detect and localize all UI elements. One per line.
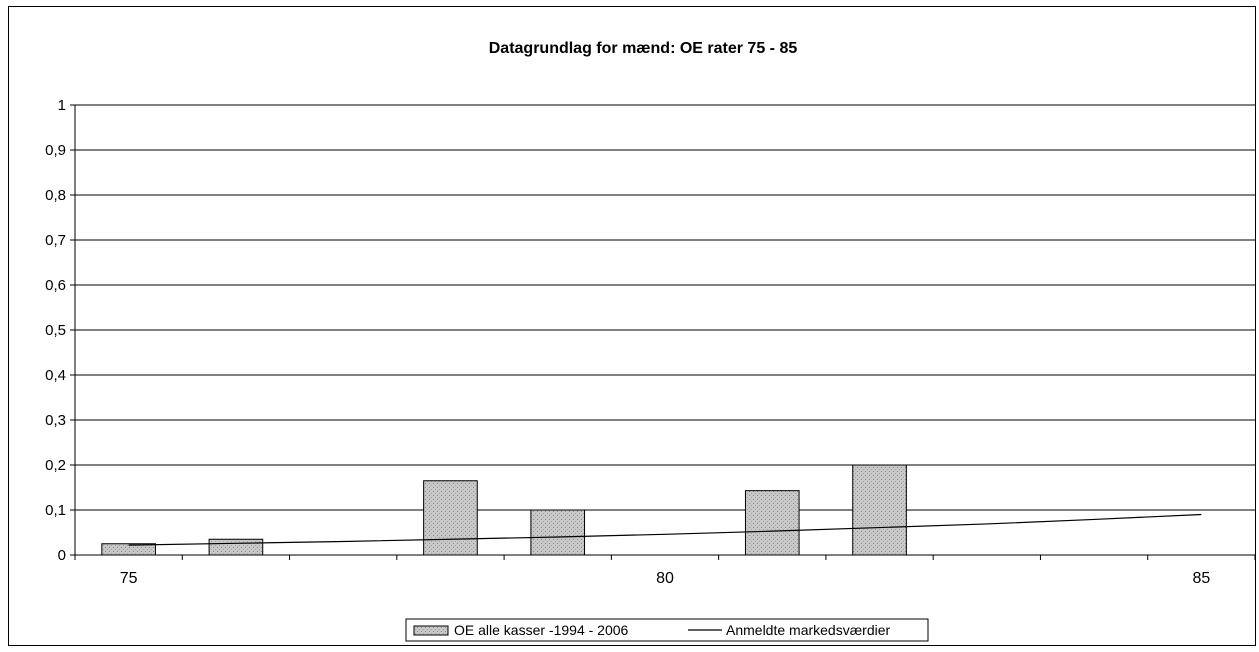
y-tick-label: 1 bbox=[58, 97, 66, 114]
bar bbox=[530, 509, 586, 556]
legend-box bbox=[405, 618, 929, 642]
x-tick-label: 85 bbox=[1192, 570, 1210, 587]
bar bbox=[744, 490, 800, 556]
y-tick-label: 0,6 bbox=[45, 277, 66, 294]
gridlines bbox=[75, 104, 1255, 511]
chart-svg: Datagrundlag for mænd: OE rater 75 - 85 … bbox=[45, 40, 1256, 642]
legend-label-bar: OE alle kasser -1994 - 2006 bbox=[454, 622, 629, 638]
bar bbox=[101, 543, 156, 556]
y-tick-label: 0 bbox=[58, 547, 66, 564]
bar bbox=[208, 538, 264, 556]
y-tick-label: 0,8 bbox=[45, 187, 66, 204]
y-tick-label: 0,7 bbox=[45, 232, 66, 249]
series-line bbox=[128, 513, 1202, 546]
bar bbox=[423, 480, 478, 556]
y-tick-label: 0,2 bbox=[45, 457, 66, 474]
line-series bbox=[128, 513, 1202, 546]
y-tick-label: 0,1 bbox=[45, 502, 66, 519]
x-tick-label: 80 bbox=[656, 570, 674, 587]
y-axis-ticks: 0 0,1 0,2 0,3 0,4 0,5 0,6 0,7 0,8 0,9 1 bbox=[45, 97, 75, 564]
x-axis-ticks: 75 80 85 bbox=[74, 555, 1256, 587]
y-tick-label: 0,4 bbox=[45, 367, 66, 384]
y-tick-label: 0,9 bbox=[45, 142, 66, 159]
legend-swatch-bar bbox=[413, 625, 449, 636]
chart-title: Datagrundlag for mænd: OE rater 75 - 85 bbox=[489, 40, 798, 57]
x-tick-label: 75 bbox=[120, 570, 138, 587]
legend-label-line: Anmeldte markedsværdier bbox=[726, 622, 891, 638]
legend: OE alle kasser -1994 - 2006 Anmeldte mark… bbox=[405, 618, 929, 642]
bar bbox=[852, 464, 907, 556]
y-tick-label: 0,3 bbox=[45, 412, 66, 429]
chart-frame: Datagrundlag for mænd: OE rater 75 - 85 … bbox=[8, 6, 1256, 646]
y-tick-label: 0,5 bbox=[45, 322, 66, 339]
